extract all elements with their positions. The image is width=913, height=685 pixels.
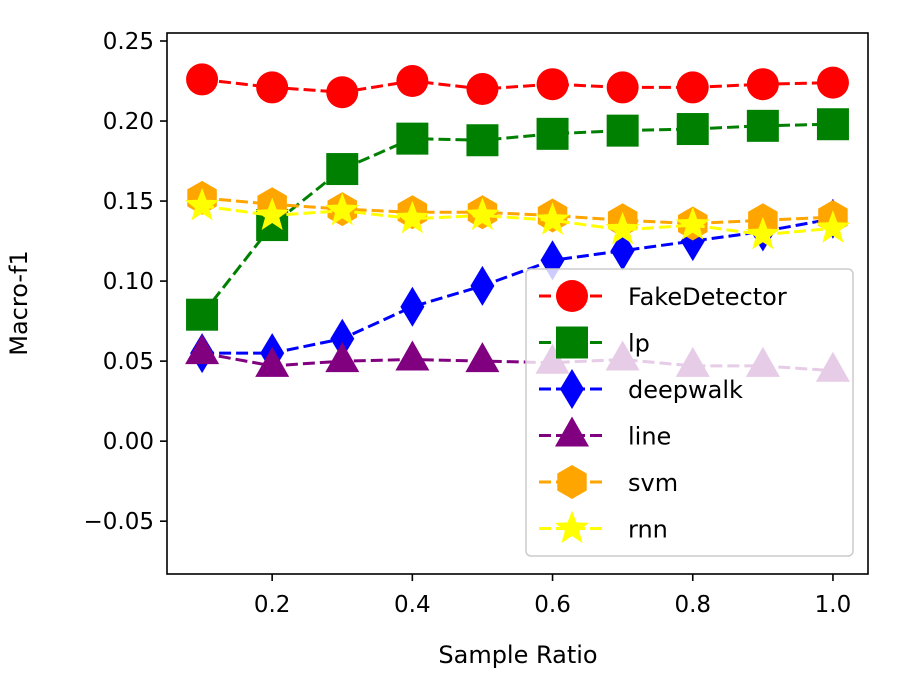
data-point-rnn xyxy=(395,200,430,234)
series-line-svm xyxy=(201,196,833,226)
data-point-lp xyxy=(606,114,639,147)
legend: FakeDetector lp deepwalk line svm rnn xyxy=(525,268,854,557)
data-point-lp xyxy=(746,109,779,142)
y-tick-label: −0.05 xyxy=(84,509,154,535)
data-point-rnn xyxy=(325,192,360,226)
data-point-lp xyxy=(326,153,359,186)
y-tick-label: 0.00 xyxy=(103,429,154,455)
y-tick-label: 0.25 xyxy=(103,29,154,55)
legend-marker-line xyxy=(555,416,589,447)
data-point-fakedetector xyxy=(676,71,709,104)
data-point-rnn xyxy=(745,216,780,250)
data-point-deepwalk xyxy=(330,318,355,359)
y-tick-label: 0.10 xyxy=(103,269,154,295)
legend-marker-fakedetector xyxy=(556,280,588,312)
x-tick-label: 0.2 xyxy=(254,592,291,618)
legend-marker-deepwalk xyxy=(560,369,584,409)
legend-label-line: line xyxy=(628,423,671,451)
data-point-fakedetector xyxy=(746,68,779,101)
data-point-rnn xyxy=(815,210,851,243)
data-point-line xyxy=(185,334,220,365)
data-point-fakedetector xyxy=(606,71,639,104)
data-point-line xyxy=(325,342,360,373)
data-point-fakedetector xyxy=(536,68,569,101)
data-point-lp xyxy=(396,122,429,155)
legend-label-svm: svm xyxy=(628,469,678,497)
series-line-deepwalk xyxy=(202,217,834,355)
data-point-fakedetector xyxy=(186,63,219,96)
data-point-fakedetector xyxy=(466,73,499,106)
data-point-fakedetector xyxy=(396,65,429,98)
data-point-rnn xyxy=(465,197,500,230)
data-point-lp xyxy=(816,108,849,141)
x-tick-label: 0.8 xyxy=(674,592,711,618)
legend-label-lp: lp xyxy=(628,330,650,358)
y-tick-label: 0.05 xyxy=(103,349,154,375)
x-axis-title: Sample Ratio xyxy=(438,641,597,669)
legend-marker-lp xyxy=(556,326,588,359)
data-point-lp xyxy=(186,298,219,331)
data-point-rnn xyxy=(675,207,710,240)
y-axis: −0.05 0.00 0.05 0.10 0.15 0.20 0.25 xyxy=(84,29,167,535)
data-point-fakedetector xyxy=(256,71,289,104)
y-axis-title: Macro-f1 xyxy=(5,250,33,355)
data-point-deepwalk xyxy=(470,265,495,306)
data-point-lp xyxy=(536,117,569,150)
y-tick-label: 0.20 xyxy=(103,109,154,135)
legend-label-deepwalk: deepwalk xyxy=(628,376,743,404)
series-line-rnn xyxy=(201,204,834,237)
data-point-rnn xyxy=(255,197,290,230)
x-tick-label: 0.4 xyxy=(394,592,431,618)
legend-label-rnn: rnn xyxy=(628,516,668,544)
x-axis: 0.2 0.4 0.6 0.8 1.0 xyxy=(254,574,851,618)
plot-frame xyxy=(166,32,869,575)
series-line-lp xyxy=(200,122,833,316)
data-point-line xyxy=(465,342,500,373)
data-point-line xyxy=(395,340,430,371)
legend-label-fakedetector: FakeDetector xyxy=(628,283,787,311)
legend-box xyxy=(525,268,854,557)
series-line-fakedetector xyxy=(201,77,833,94)
y-tick-label: 0.15 xyxy=(103,189,154,215)
x-tick-label: 0.6 xyxy=(534,592,571,618)
data-point-rnn xyxy=(605,211,640,245)
data-point-line xyxy=(255,346,290,377)
data-point-rnn xyxy=(535,202,570,235)
x-tick-label: 1.0 xyxy=(815,592,852,618)
data-point-lp xyxy=(466,124,499,157)
data-point-deepwalk xyxy=(400,286,425,327)
legend-marker-rnn xyxy=(554,510,590,544)
data-point-lp xyxy=(676,113,709,146)
data-point-rnn xyxy=(184,187,220,221)
data-point-fakedetector xyxy=(816,66,849,99)
data-point-fakedetector xyxy=(326,76,359,109)
legend-marker-svm xyxy=(557,465,587,499)
